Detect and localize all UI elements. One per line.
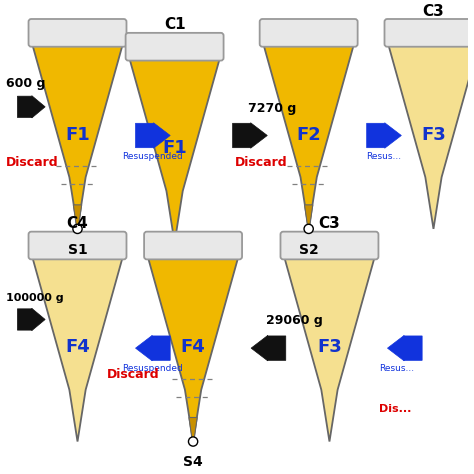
Polygon shape [264,44,354,229]
Polygon shape [284,256,375,441]
Text: S1: S1 [68,243,87,257]
Text: S4: S4 [183,456,203,469]
FancyBboxPatch shape [144,232,242,259]
Text: F1: F1 [65,126,90,144]
Text: S2: S2 [299,243,319,257]
Text: C3: C3 [319,216,340,231]
Text: C3: C3 [423,3,444,18]
Polygon shape [189,418,197,440]
Polygon shape [367,123,401,148]
FancyBboxPatch shape [28,232,127,259]
Text: 100000 g: 100000 g [6,293,64,303]
Polygon shape [32,256,123,441]
Text: F1: F1 [162,139,187,157]
Text: Discard: Discard [6,156,58,169]
Circle shape [189,437,198,446]
Text: Resus...: Resus... [366,152,401,161]
Text: 7270 g: 7270 g [247,102,296,115]
Polygon shape [136,336,170,361]
Text: Dis...: Dis... [379,404,412,414]
FancyBboxPatch shape [281,232,378,259]
Circle shape [304,224,313,234]
Polygon shape [304,205,313,228]
Text: C4: C4 [67,216,88,231]
Polygon shape [136,123,170,148]
Text: Resuspended: Resuspended [122,152,183,161]
Text: 29060 g: 29060 g [266,314,323,328]
Text: F4: F4 [65,338,90,356]
Text: 600 g: 600 g [6,77,45,90]
Text: F3: F3 [421,126,446,144]
Text: Resuspended: Resuspended [122,365,183,374]
Text: F2: F2 [296,126,321,144]
FancyBboxPatch shape [126,33,224,61]
Polygon shape [73,205,82,228]
Polygon shape [148,256,238,441]
Polygon shape [388,44,474,229]
FancyBboxPatch shape [260,19,358,47]
Polygon shape [18,96,45,118]
Text: Discard: Discard [235,156,287,169]
Polygon shape [129,58,220,243]
Circle shape [73,224,82,234]
Text: F3: F3 [317,338,342,356]
Text: Discard: Discard [107,368,159,382]
Polygon shape [387,336,422,361]
Text: C1: C1 [164,18,185,32]
FancyBboxPatch shape [28,19,127,47]
FancyBboxPatch shape [384,19,474,47]
Polygon shape [18,309,45,330]
Text: Resus...: Resus... [379,365,414,374]
Polygon shape [32,44,123,229]
Polygon shape [251,336,286,361]
Polygon shape [233,123,267,148]
Text: F4: F4 [181,338,205,356]
